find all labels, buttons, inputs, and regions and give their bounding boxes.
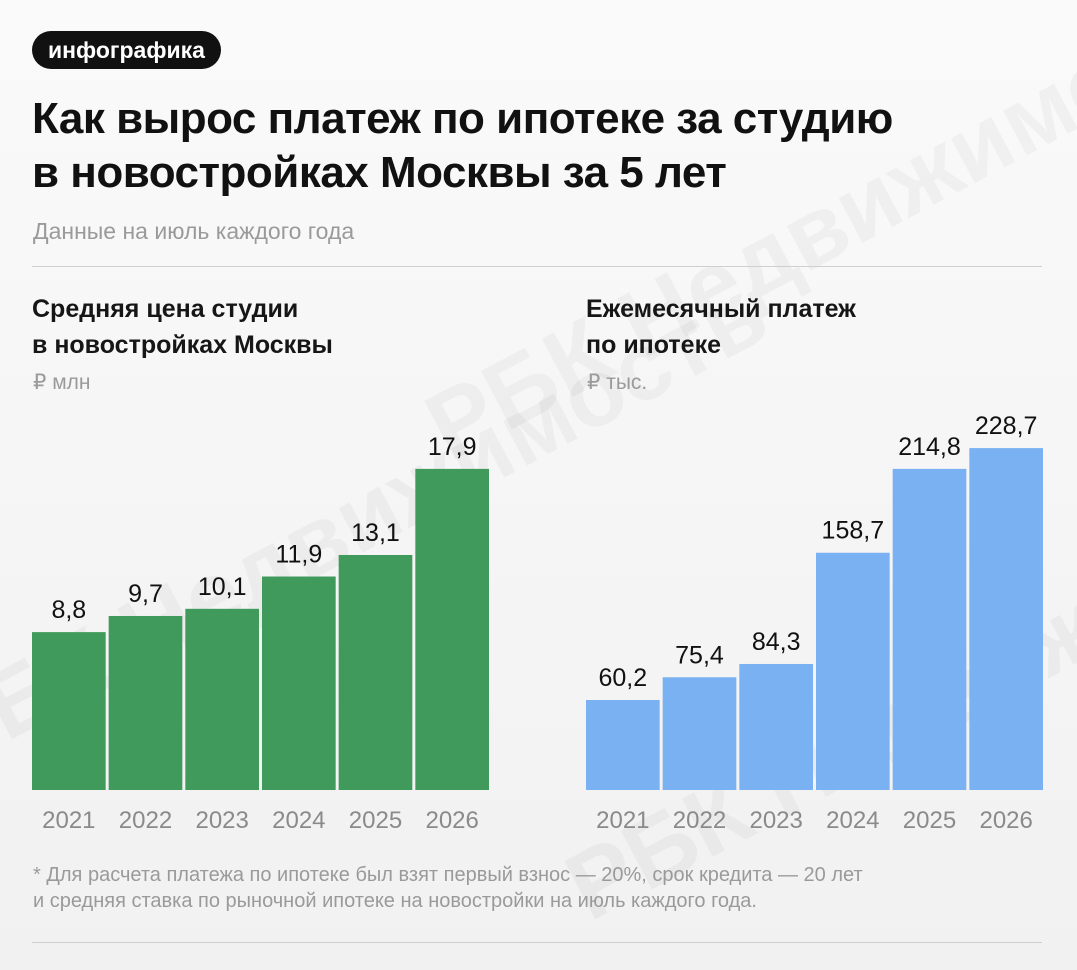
divider-bottom	[32, 942, 1042, 943]
price-year-tick: 2021	[42, 807, 95, 834]
payment-year-tick: 2026	[979, 807, 1032, 834]
price-bar-2022	[108, 615, 183, 790]
price-year-tick: 2024	[272, 807, 325, 834]
price-year-tick: 2025	[349, 807, 402, 834]
payment-value-label: 158,7	[822, 517, 885, 545]
price-bar-2024	[262, 576, 336, 790]
price-year-tick: 2023	[195, 807, 248, 834]
price-chart-title-line-2: в новостройках Москвы	[32, 331, 333, 359]
price-bar-2021	[32, 632, 106, 790]
payment-bar-2024	[816, 552, 890, 790]
divider-top	[32, 266, 1042, 267]
payment-year-tick: 2025	[903, 807, 956, 834]
price-value-label: 11,9	[275, 541, 322, 569]
payment-value-label: 60,2	[598, 664, 647, 692]
page-title: Как вырос платеж по ипотеке за студию в …	[32, 92, 1032, 200]
payment-chart-title-line-2: по ипотеке	[586, 331, 721, 359]
price-bar-chart: 8,8 2021 9,7 2022 10,1 2023 11,9 2024 13,1 2025 17…	[32, 433, 489, 834]
title-line-2: в новостройках Москвы за 5 лет	[32, 148, 727, 197]
price-bar-2025	[338, 554, 413, 790]
title-line-1: Как вырос платеж по ипотеке за студию	[32, 94, 893, 143]
footnote: * Для расчета платежа по ипотеке был взя…	[33, 862, 1033, 914]
payment-value-label: 228,7	[975, 412, 1038, 440]
price-chart-unit: ₽ млн	[33, 371, 91, 394]
payment-bar-2025	[892, 468, 967, 790]
infographic-tag: инфографика	[32, 31, 221, 69]
price-bar-2023	[185, 608, 259, 790]
payment-value-label: 75,4	[675, 641, 724, 669]
payment-year-tick: 2021	[596, 807, 649, 834]
payment-chart-title-line-1: Ежемесячный платеж	[586, 295, 856, 323]
payment-bar-2023	[739, 663, 813, 790]
page-subtitle: Данные на июль каждого года	[33, 218, 355, 244]
payment-chart-unit: ₽ тыс.	[587, 371, 648, 394]
payment-bar-2021	[586, 700, 660, 790]
price-value-label: 17,9	[428, 433, 477, 461]
payment-year-tick: 2023	[749, 807, 802, 834]
price-value-label: 9,7	[128, 580, 163, 608]
payment-year-tick: 2024	[826, 807, 879, 834]
price-year-tick: 2022	[119, 807, 172, 834]
price-chart-title-line-1: Средняя цена студии	[32, 295, 299, 323]
payment-bar-2022	[662, 677, 737, 790]
price-bar-2026	[415, 468, 489, 790]
price-value-label: 13,1	[351, 519, 400, 547]
price-year-tick: 2026	[425, 807, 478, 834]
payment-bar-2026	[969, 448, 1043, 790]
price-value-label: 10,1	[198, 573, 247, 601]
payment-value-label: 84,3	[752, 628, 801, 656]
payment-bar-chart: 60,2 2021 75,4 2022 84,3 2023 158,7 2024 214,8 20…	[586, 412, 1043, 834]
price-value-label: 8,8	[51, 596, 86, 624]
footnote-line-1: * Для расчета платежа по ипотеке был взя…	[33, 864, 863, 886]
price-chart-title: Средняя цена студии в новостройках Москв…	[32, 291, 333, 363]
footnote-line-2: и средняя ставка по рыночной ипотеке на …	[33, 890, 757, 912]
payment-year-tick: 2022	[673, 807, 726, 834]
payment-value-label: 214,8	[898, 433, 961, 461]
payment-chart-title: Ежемесячный платеж по ипотеке	[586, 291, 856, 363]
